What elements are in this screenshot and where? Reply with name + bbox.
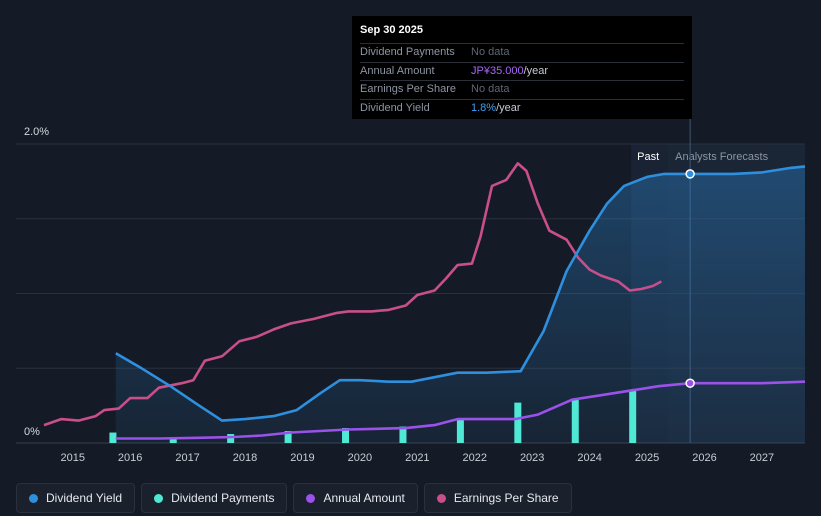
y-axis-label-min: 0% — [24, 426, 40, 438]
dividend-payment-bar — [456, 419, 464, 443]
x-axis-tick-label: 2019 — [290, 452, 314, 464]
x-axis-tick-label: 2025 — [635, 452, 659, 464]
tooltip-row-dividend-payments: Dividend Payments No data — [360, 43, 684, 62]
tooltip-label: Dividend Yield — [360, 101, 430, 114]
x-axis-tick-label: 2026 — [692, 452, 716, 464]
tooltip-label: Earnings Per Share — [360, 83, 456, 95]
legend-dot-icon — [436, 493, 446, 503]
dividend-payment-bar — [571, 399, 579, 443]
legend-item-dividend-yield[interactable]: Dividend Yield — [16, 483, 136, 513]
dividend-yield-marker — [685, 169, 695, 179]
x-axis-tick-label: 2020 — [348, 452, 372, 464]
dividend-payment-bar — [342, 428, 350, 443]
legend-item-earnings-per-share[interactable]: Earnings Per Share — [423, 483, 572, 513]
x-axis-tick-label: 2022 — [463, 452, 487, 464]
past-region-label: Past — [637, 151, 659, 163]
x-axis-tick-label: 2023 — [520, 452, 544, 464]
legend-dot-icon — [306, 493, 316, 503]
tooltip-label: Annual Amount — [360, 64, 435, 77]
annual-amount-marker — [685, 378, 695, 388]
legend-dot-icon — [29, 493, 38, 503]
x-axis-tick-label: 2021 — [405, 452, 429, 464]
forecast-region-label: Analysts Forecasts — [675, 151, 768, 163]
dividend-payment-bar — [514, 402, 522, 443]
tooltip-date: Sep 30 2025 — [360, 24, 423, 36]
annual-amount-line — [115, 380, 806, 440]
y-axis-label-max: 2.0% — [24, 126, 49, 138]
legend-item-dividend-payments[interactable]: Dividend Payments — [141, 483, 288, 513]
legend-label: Annual Amount — [323, 491, 405, 505]
legend-label: Dividend Payments — [171, 491, 275, 505]
x-axis-tick-label: 2017 — [175, 452, 199, 464]
x-axis-tick-label: 2015 — [60, 452, 84, 464]
dividend-payment-bar — [399, 426, 407, 443]
x-axis-tick-label: 2024 — [577, 452, 601, 464]
tooltip-row-dividend-yield: Dividend Yield 1.8%/year — [360, 98, 684, 118]
x-axis-tick-label: 2016 — [118, 452, 142, 464]
tooltip-value: 1.8%/year — [471, 101, 521, 114]
dividend-yield-area — [115, 166, 806, 443]
dividend-payment-bar — [629, 390, 637, 443]
tooltip-value: No data — [471, 46, 510, 58]
dividend-yield-line — [115, 165, 806, 422]
dividend-payment-bar — [284, 431, 292, 443]
x-axis-tick-label: 2027 — [750, 452, 774, 464]
dividend-payment-bar — [227, 434, 235, 443]
tooltip-row-earnings-per-share: Earnings Per Share No data — [360, 80, 684, 99]
tooltip-label: Dividend Payments — [360, 46, 455, 58]
chart-tooltip: Sep 30 2025 Dividend Payments No data An… — [352, 16, 692, 119]
legend-item-annual-amount[interactable]: Annual Amount — [293, 483, 418, 513]
legend-dot-icon — [154, 493, 164, 503]
dividend-payment-bar — [109, 432, 117, 443]
legend-label: Earnings Per Share — [453, 491, 559, 505]
chart-legend: Dividend Yield Dividend Payments Annual … — [16, 483, 572, 515]
legend-label: Dividend Yield — [46, 491, 123, 505]
tooltip-value: No data — [471, 83, 510, 95]
tooltip-value: JP¥35.000/year — [471, 64, 549, 77]
dividend-payment-bar — [169, 437, 177, 443]
x-axis-tick-label: 2018 — [233, 452, 257, 464]
tooltip-row-annual-amount: Annual Amount JP¥35.000/year — [360, 61, 684, 81]
